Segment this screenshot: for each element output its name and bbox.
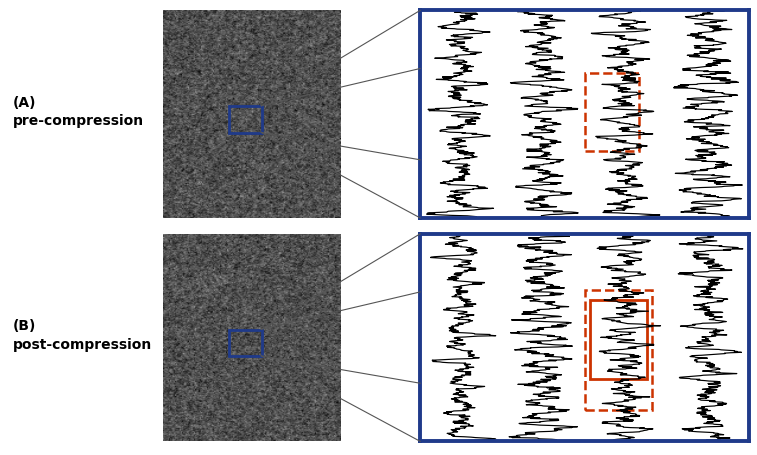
Bar [585,74,639,152]
Text: (B)
post-compression: (B) post-compression [13,318,152,351]
Text: (A)
pre-compression: (A) pre-compression [13,96,144,128]
Bar [585,290,653,410]
Bar [229,330,262,356]
Bar [229,107,262,133]
Bar [590,301,647,379]
